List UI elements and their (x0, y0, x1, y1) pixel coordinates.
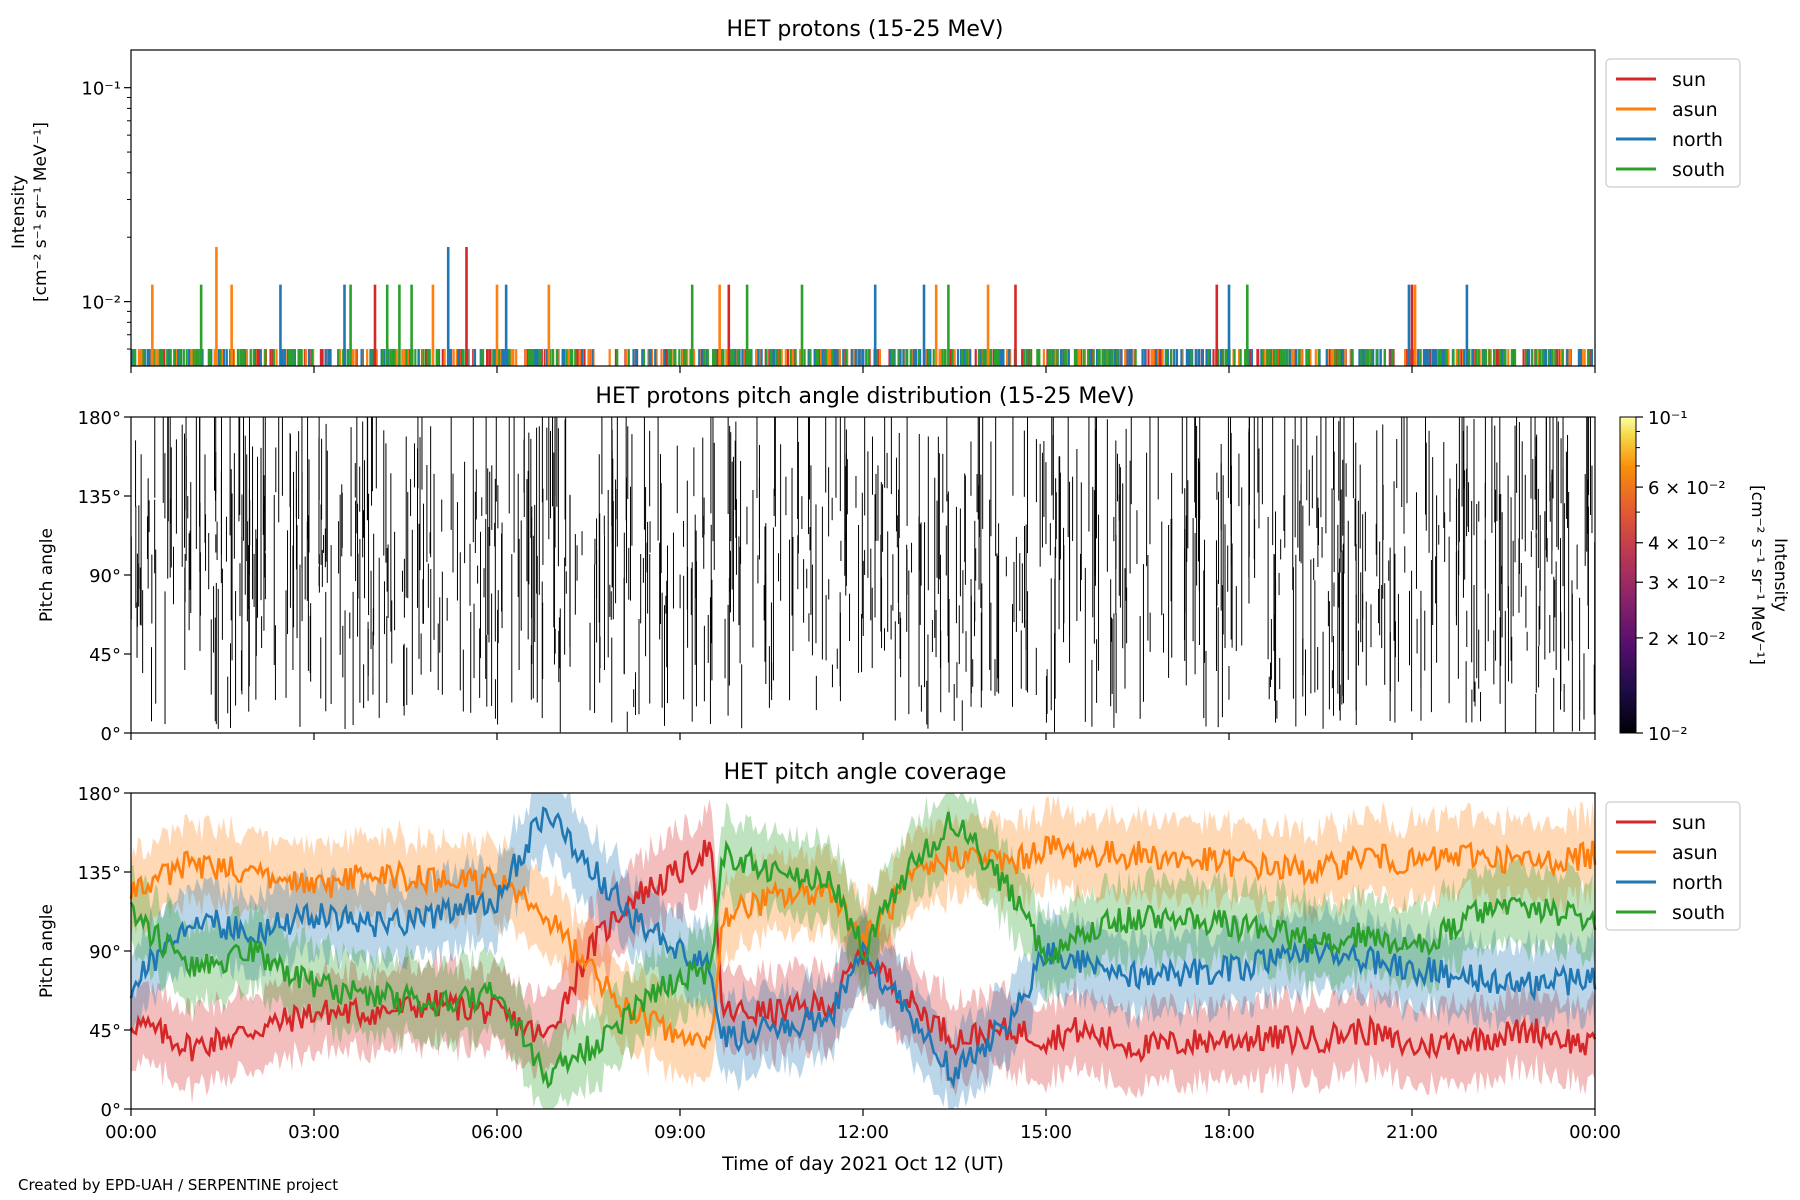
coverage-band-north (131, 793, 1595, 1109)
panel3-legend: sun asun north south (1605, 801, 1741, 931)
y-tick-label: 0° (101, 1100, 121, 1121)
coverage-line-sun (129, 839, 1597, 1064)
colorbar-tick-label: 10⁻¹ (1648, 408, 1688, 429)
colorbar-tick-label: 2 × 10⁻² (1648, 629, 1726, 650)
x-axis-label: Time of day 2021 Oct 12 (UT) (721, 1153, 1004, 1175)
panel2-y-axis: 0° 45° 90° 135° 180° (78, 408, 1596, 745)
y-tick-label: 135° (78, 863, 121, 884)
x-tick-label: 21:00 (1386, 1122, 1438, 1143)
panel1-legend: sun asun north south (1605, 58, 1741, 188)
colorbar-axis: 10⁻² 2 × 10⁻² 3 × 10⁻² 4 × 10⁻² 6 × 10⁻² 10⁻¹ (1636, 408, 1726, 745)
legend-label-south: south (1672, 902, 1725, 924)
x-tick-label: 18:00 (1203, 1122, 1255, 1143)
colorbar-tick-label: 6 × 10⁻² (1648, 478, 1726, 499)
panel-pitch-angle-distribution: HET protons pitch angle distribution (15… (37, 384, 1790, 745)
panel1-plot-area (130, 246, 1594, 366)
panel2-ylabel: Pitch angle (37, 528, 57, 622)
x-tick-label: 15:00 (1020, 1122, 1072, 1143)
panel2-plot-area (130, 417, 1596, 733)
y-tick-label: 45° (89, 645, 121, 666)
colorbar-tick-label: 4 × 10⁻² (1648, 534, 1726, 555)
legend-label-sun: sun (1672, 69, 1706, 91)
y-tick-label: 10⁻¹ (81, 79, 121, 100)
y-tick-label: 0° (101, 724, 121, 745)
coverage-line-north (129, 806, 1597, 1090)
y-tick-label: 45° (89, 1021, 121, 1042)
colorbar-tick-label: 3 × 10⁻² (1648, 573, 1726, 594)
panel1-title: HET protons (15-25 MeV) (727, 17, 1004, 42)
colorbar-tick-label: 10⁻² (1648, 724, 1688, 745)
panel3-y-axis: 0° 45° 90° 135° 180° (78, 784, 131, 1121)
y-tick-label: 10⁻² (81, 293, 121, 314)
legend-label-north: north (1672, 872, 1723, 894)
panel3-plot-area (129, 793, 1597, 1109)
x-tick-label: 00:00 (1569, 1122, 1621, 1143)
colorbar-label-line2: [cm⁻² s⁻¹ sr⁻¹ MeV⁻¹] (1747, 485, 1767, 665)
coverage-line-asun (129, 835, 1597, 1050)
panel3-x-axis: 00:00 03:00 06:00 09:00 12:00 15:00 18:00 21:00… (105, 1109, 1621, 1143)
y-tick-label: 180° (78, 408, 121, 429)
x-tick-label: 09:00 (654, 1122, 706, 1143)
x-tick-label: 06:00 (471, 1122, 523, 1143)
panel-pitch-angle-coverage: HET pitch angle coverage 0° 45° 90° 135° 180… (37, 760, 1741, 1175)
legend-label-asun: asun (1672, 842, 1718, 864)
legend-label-south: south (1672, 159, 1725, 181)
panel3-ylabel: Pitch angle (37, 904, 57, 998)
panel1-ylabel-line1: Intensity (9, 175, 29, 249)
panel-intensity: HET protons (15-25 MeV) 10⁻² 10⁻¹ Intensi… (9, 17, 1741, 373)
credit-footer: Created by EPD-UAH / SERPENTINE project (18, 1176, 339, 1194)
legend-label-sun: sun (1672, 812, 1706, 834)
legend-label-asun: asun (1672, 99, 1718, 121)
legend-box (1605, 801, 1741, 931)
x-tick-label: 12:00 (837, 1122, 889, 1143)
colorbar (1619, 416, 1637, 734)
coverage-band-south (131, 793, 1595, 1109)
panel3-title: HET pitch angle coverage (724, 760, 1007, 785)
x-tick-label: 03:00 (288, 1122, 340, 1143)
colorbar-label-line1: Intensity (1770, 538, 1790, 612)
coverage-line-south (129, 811, 1597, 1089)
y-tick-label: 90° (89, 942, 121, 963)
legend-label-north: north (1672, 129, 1723, 151)
legend-box (1605, 58, 1741, 188)
y-tick-label: 180° (78, 784, 121, 805)
y-tick-label: 90° (89, 566, 121, 587)
panel1-ylabel-line2: [cm⁻² s⁻¹ sr⁻¹ MeV⁻¹] (31, 122, 51, 302)
y-tick-label: 135° (78, 487, 121, 508)
x-tick-label: 00:00 (105, 1122, 157, 1143)
panel2-title: HET protons pitch angle distribution (15… (595, 384, 1134, 409)
panel1-y-axis: 10⁻² 10⁻¹ (81, 79, 1596, 373)
